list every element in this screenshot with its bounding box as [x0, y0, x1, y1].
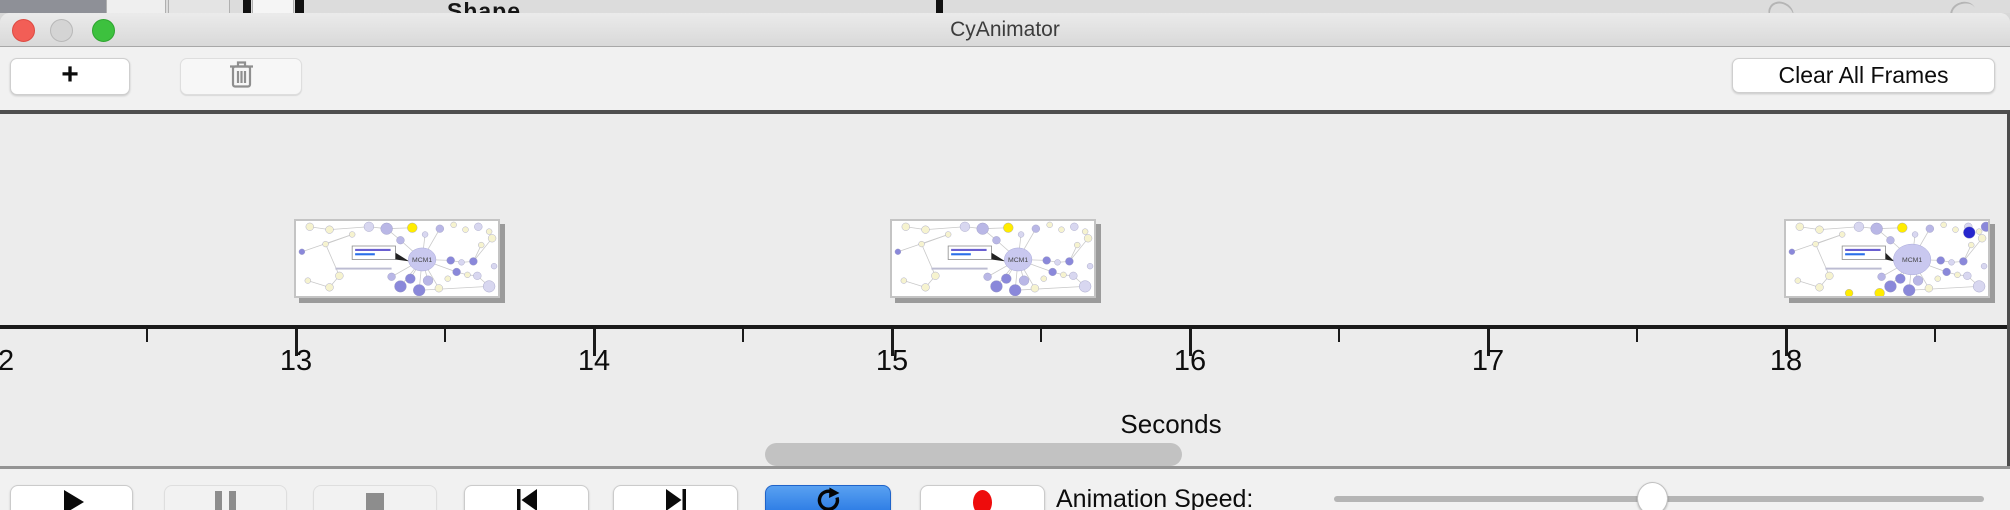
svg-text:MCM1: MCM1	[412, 257, 432, 264]
pause-button[interactable]	[164, 485, 287, 510]
skip-to-end-icon	[664, 488, 688, 510]
loop-refresh-icon	[815, 487, 841, 510]
record-button[interactable]	[920, 485, 1045, 510]
background-app-fragment	[1947, 0, 1979, 13]
background-app-partial-text: Shape	[447, 0, 522, 13]
stop-icon	[366, 493, 384, 510]
tick-major	[1784, 325, 1788, 356]
background-app-fragment	[243, 0, 251, 13]
tick-minor	[444, 325, 446, 342]
tick-label: 14	[577, 345, 611, 377]
tick-minor	[1934, 325, 1936, 342]
pause-icon	[215, 491, 236, 510]
timeline-axis-line	[0, 325, 2007, 329]
trash-icon	[229, 60, 254, 94]
zoom-window-button[interactable]	[92, 19, 115, 42]
tick-major	[1486, 325, 1490, 356]
tick-major	[592, 325, 596, 356]
tick-minor	[742, 325, 744, 342]
window-title: CyAnimator	[950, 18, 1060, 41]
tick-label: 18	[1769, 345, 1803, 377]
plus-icon: +	[61, 57, 79, 91]
horizontal-scrollbar-thumb[interactable]	[765, 443, 1182, 466]
loop-button[interactable]	[765, 485, 891, 510]
svg-text:MCM1: MCM1	[1008, 257, 1028, 264]
tick-minor	[146, 325, 148, 342]
playback-control-bar: Animation Speed:	[0, 469, 2010, 510]
background-app-fragment	[106, 0, 166, 13]
background-app-strip: Shape	[0, 0, 2010, 13]
delete-frame-button[interactable]	[180, 58, 302, 95]
frame-thumbnail[interactable]: MCM1	[1784, 219, 1990, 298]
animation-speed-slider[interactable]	[1334, 469, 1984, 510]
minimize-window-button[interactable]	[50, 19, 73, 42]
tick-major	[1188, 325, 1192, 356]
background-app-fragment	[295, 0, 304, 13]
next-frame-button[interactable]	[613, 485, 738, 510]
tick-label: 15	[875, 345, 909, 377]
play-icon	[63, 490, 84, 510]
previous-frame-button[interactable]	[464, 485, 589, 510]
clear-all-frames-label: Clear All Frames	[1778, 62, 1949, 88]
tick-major	[890, 325, 894, 356]
background-app-fragment	[936, 0, 943, 13]
tick-label: 12	[0, 345, 14, 378]
tick-label: 16	[1173, 345, 1207, 377]
background-app-fragment	[168, 0, 230, 13]
frame-thumbnail[interactable]: MCM1	[890, 219, 1096, 298]
tick-label: 13	[279, 345, 313, 377]
title-bar: CyAnimator	[0, 13, 2010, 47]
close-window-button[interactable]	[12, 19, 35, 42]
frame-toolbar: + Clear	[0, 47, 2010, 110]
background-app-fragment	[252, 0, 294, 13]
clear-all-frames-button[interactable]: Clear All Frames	[1732, 58, 1995, 93]
skip-to-start-icon	[515, 488, 539, 510]
tick-minor	[1636, 325, 1638, 342]
tick-major	[294, 325, 298, 356]
panel-separator	[0, 466, 2010, 469]
tick-minor	[1040, 325, 1042, 342]
add-frame-button[interactable]: +	[10, 58, 130, 95]
slider-thumb[interactable]	[1637, 482, 1668, 510]
stop-button[interactable]	[313, 485, 437, 510]
cyanimator-window: CyAnimator +	[0, 13, 2010, 510]
record-icon	[973, 489, 992, 510]
tick-label: 17	[1471, 345, 1505, 377]
timeline-panel: MCM1 MCM1 MCM1 12 13 14 15 16 17 18 Seconds	[0, 110, 2010, 466]
background-app-fragment	[0, 0, 106, 13]
tick-minor	[1338, 325, 1340, 342]
background-app-fragment	[1764, 0, 1798, 13]
frame-thumbnail[interactable]: MCM1	[294, 219, 500, 298]
play-button[interactable]	[10, 485, 133, 510]
svg-text:MCM1: MCM1	[1902, 257, 1922, 264]
animation-speed-label: Animation Speed:	[1056, 485, 1254, 510]
axis-unit-label: Seconds	[1120, 409, 1222, 439]
